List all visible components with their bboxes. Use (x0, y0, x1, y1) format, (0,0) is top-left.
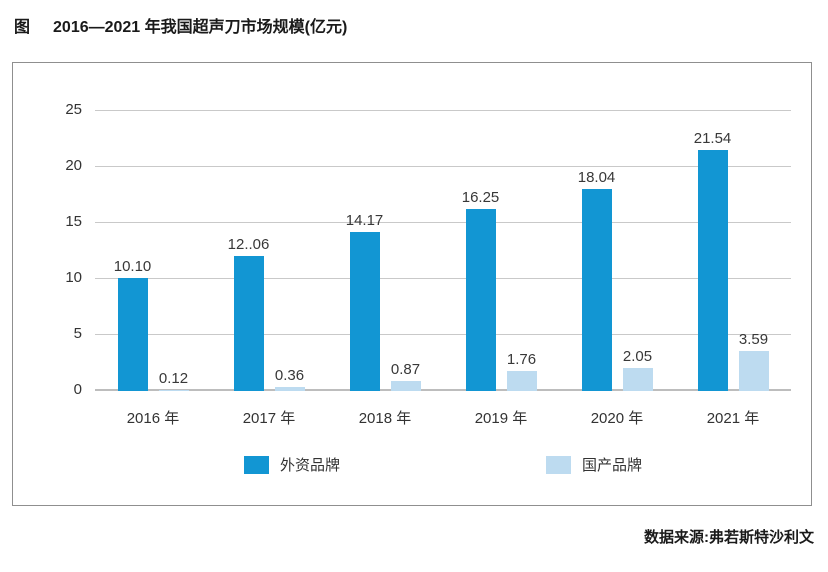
legend-swatch-domestic-brand (546, 455, 571, 474)
bar-value-label: 14.17 (345, 212, 384, 229)
bar-cell: 16.25 (462, 110, 499, 391)
y-tick-10: 10 (65, 269, 82, 286)
bar-cell: 0.12 (158, 110, 189, 391)
gridline-y-15 (95, 222, 791, 223)
gridline-y-5 (95, 334, 791, 335)
bar-value-label: 1.76 (506, 351, 537, 368)
x-label-2020年: 2020 年 (590, 410, 644, 427)
x-label-2019年: 2019 年 (474, 410, 528, 427)
legend-item-domestic-brand: 国产品牌 (546, 454, 642, 475)
gridline-y-10 (95, 278, 791, 279)
bar-value-label: 10.10 (113, 258, 152, 275)
y-tick-0: 0 (73, 381, 82, 398)
data-source: 数据来源:弗若斯特沙利文 (644, 529, 814, 546)
x-label-2017年: 2017 年 (242, 410, 296, 427)
bar-foreign-2019年 (465, 209, 496, 391)
gridline-y-20 (95, 166, 791, 167)
bar-foreign-2020年 (581, 189, 612, 391)
figure-title-prefix: 图 (14, 19, 31, 36)
chart-container: 0 5 10 15 20 25 10.10 0.12 12..06 0.36 14.17 0.87 16… (12, 62, 812, 506)
x-axis-labels: 2016 年 2017 年 2018 年 2019 年 2020 年 2021 年 (95, 407, 791, 428)
bar-domestic-2017年 (274, 387, 305, 391)
bar-group-2019年: 16.25 1.76 (443, 110, 559, 391)
bar-value-label: 18.04 (577, 169, 616, 186)
bar-foreign-2017年 (233, 256, 264, 391)
bar-value-label: 0.12 (158, 370, 189, 387)
bar-domestic-2020年 (622, 368, 653, 391)
bar-domestic-2021年 (738, 351, 769, 391)
legend-label-foreign-brand: 外资品牌 (280, 457, 341, 474)
figure-title: 图 2016—2021 年我国超声刀市场规模(亿元) (14, 13, 347, 37)
bar-cell: 1.76 (506, 110, 537, 391)
bar-foreign-2021年 (697, 150, 728, 391)
bar-cell: 2.05 (622, 110, 653, 391)
bar-domestic-2018年 (390, 381, 421, 391)
bar-cell: 10.10 (114, 110, 151, 391)
bar-cell: 12..06 (228, 110, 269, 391)
x-label-2016年: 2016 年 (126, 410, 180, 427)
bar-cell: 0.87 (390, 110, 421, 391)
bar-value-label: 0.36 (274, 367, 305, 384)
plot-area: 0 5 10 15 20 25 10.10 0.12 12..06 0.36 14.17 0.87 16… (65, 101, 791, 398)
legend-item-foreign-brand: 外资品牌 (244, 454, 340, 475)
bar-value-label: 2.05 (622, 348, 653, 365)
bar-cell: 3.59 (738, 110, 769, 391)
bar-foreign-2018年 (349, 232, 380, 391)
y-tick-25: 25 (65, 101, 82, 118)
bar-cell: 0.36 (274, 110, 305, 391)
bar-domestic-2016年 (158, 390, 189, 391)
bar-value-label: 12..06 (227, 236, 270, 253)
legend-label-domestic-brand: 国产品牌 (582, 457, 643, 474)
figure-title-text: 2016—2021 年我国超声刀市场规模(亿元) (53, 19, 348, 36)
x-axis-line (95, 389, 791, 391)
bar-group-2016年: 10.10 0.12 (95, 110, 211, 391)
x-label-2021年: 2021 年 (706, 410, 760, 427)
bar-group-2017年: 12..06 0.36 (211, 110, 327, 391)
y-tick-5: 5 (73, 325, 82, 342)
bar-foreign-2016年 (117, 278, 148, 391)
bar-value-label: 16.25 (461, 189, 500, 206)
gridline-y-25 (95, 110, 791, 111)
bar-value-label: 21.54 (693, 130, 732, 147)
x-label-2018年: 2018 年 (358, 410, 412, 427)
bar-value-label: 3.59 (738, 331, 769, 348)
bar-value-label: 0.87 (390, 361, 421, 378)
legend-swatch-foreign-brand (244, 455, 269, 474)
bar-group-2021年: 21.54 3.59 (675, 110, 791, 391)
bar-group-2018年: 14.17 0.87 (327, 110, 443, 391)
bar-group-2020年: 18.04 2.05 (559, 110, 675, 391)
bars-row: 10.10 0.12 12..06 0.36 14.17 0.87 16.25 1.76 18.… (95, 110, 791, 391)
bar-cell: 14.17 (346, 110, 383, 391)
bar-cell: 21.54 (694, 110, 731, 391)
bar-cell: 18.04 (578, 110, 615, 391)
bar-domestic-2019年 (506, 371, 537, 391)
y-tick-20: 20 (65, 157, 82, 174)
y-tick-15: 15 (65, 213, 82, 230)
